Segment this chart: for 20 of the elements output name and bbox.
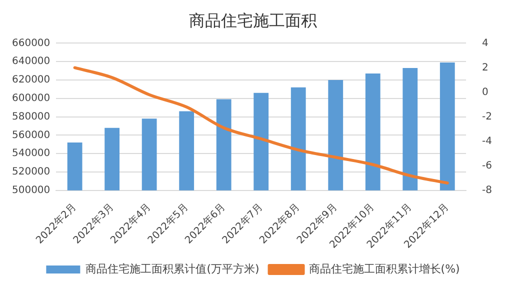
y2-tick-label: -6: [482, 160, 492, 172]
y-tick-label: 560000: [12, 130, 50, 141]
y-tick-label: 660000: [12, 38, 50, 49]
y2-tick-label: 0: [482, 86, 488, 98]
y2-tick-label: -8: [482, 184, 492, 196]
y-tick-label: 540000: [12, 148, 50, 160]
y2-tick-label: -4: [482, 136, 492, 147]
y-tick-label: 640000: [12, 56, 50, 68]
legend-label: 商品住宅施工面积累计增长(%): [308, 262, 460, 276]
y-tick-label: 600000: [12, 92, 50, 104]
chart-title: 商品住宅施工面积: [189, 10, 317, 30]
y2-tick-label: 4: [482, 38, 488, 49]
y-tick-label: 520000: [12, 166, 50, 178]
y-tick-label: 620000: [12, 74, 50, 86]
y2-tick-label: -2: [482, 111, 492, 122]
y-tick-label: 500000: [12, 184, 50, 196]
y2-tick-label: 2: [482, 62, 488, 74]
y-tick-label: 580000: [12, 111, 50, 122]
line-series: [73, 66, 449, 185]
legend-label: 商品住宅施工面积累计值(万平方米): [86, 262, 260, 276]
